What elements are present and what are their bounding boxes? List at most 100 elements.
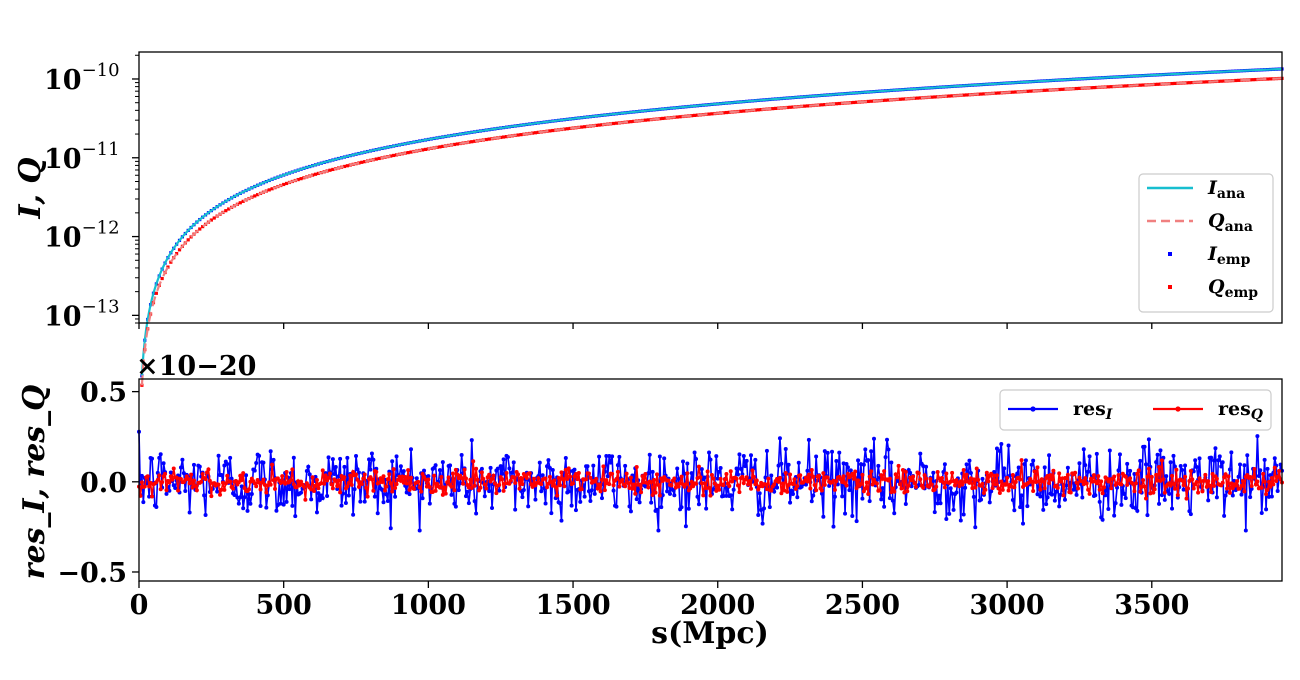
point-res_I — [1211, 458, 1216, 463]
point-res_Q — [905, 489, 910, 494]
point-res_Q — [254, 484, 259, 489]
point-res_I — [245, 508, 250, 513]
point-res_Q — [1227, 490, 1232, 495]
point-res_Q — [330, 486, 335, 491]
point-res_I — [608, 460, 613, 465]
point-res_Q — [520, 482, 525, 487]
point-res_Q — [705, 469, 710, 474]
point-res_I — [1057, 504, 1062, 509]
marker-Q_emp — [530, 131, 535, 135]
point-res_I — [730, 507, 735, 512]
marker-Q_emp — [1074, 86, 1079, 91]
point-res_Q — [996, 486, 1001, 491]
point-res_Q — [856, 478, 861, 483]
point-res_Q — [1003, 482, 1008, 487]
point-res_I — [819, 491, 824, 496]
marker-Q_emp — [328, 168, 332, 172]
point-res_Q — [273, 486, 278, 491]
point-res_I — [856, 458, 861, 463]
marker-Q_emp — [580, 125, 584, 129]
point-res_Q — [560, 477, 565, 482]
point-res_I — [1265, 466, 1270, 471]
point-res_Q — [1272, 465, 1277, 470]
point-res_Q — [1249, 484, 1254, 489]
point-res_I — [414, 476, 419, 481]
point-res_Q — [1200, 489, 1205, 494]
point-res_Q — [1000, 487, 1005, 492]
point-res_I — [1029, 462, 1034, 467]
point-res_Q — [735, 483, 740, 488]
point-res_I — [437, 468, 442, 473]
point-res_I — [299, 490, 304, 495]
point-res_Q — [417, 485, 422, 490]
point-res_Q — [1064, 476, 1069, 481]
point-res_Q — [355, 477, 360, 482]
marker-Q_emp — [154, 291, 158, 295]
point-res_I — [811, 493, 816, 498]
point-res_I — [695, 494, 700, 499]
point-res_Q — [754, 478, 759, 483]
point-res_I — [825, 450, 830, 455]
point-res_I — [686, 506, 691, 511]
point-res_I — [390, 459, 395, 464]
point-res_I — [997, 449, 1002, 454]
point-res_Q — [1255, 479, 1260, 484]
point-res_Q — [620, 477, 625, 482]
point-res_I — [488, 465, 493, 470]
point-res_Q — [989, 471, 994, 476]
point-res_Q — [1262, 479, 1267, 484]
point-res_Q — [990, 486, 995, 491]
marker-Q_emp — [1234, 78, 1238, 83]
point-res_Q — [1261, 471, 1266, 476]
point-res_I — [843, 511, 848, 516]
point-res_Q — [666, 478, 671, 483]
point-res_I — [777, 436, 782, 441]
point-res_I — [578, 499, 583, 504]
point-res_I — [550, 467, 555, 472]
point-res_I — [566, 489, 571, 494]
point-res_Q — [1155, 478, 1160, 483]
point-res_Q — [698, 475, 703, 480]
marker-Q_emp — [632, 119, 636, 123]
marker-Q_emp — [739, 109, 743, 113]
point-res_I — [1230, 493, 1235, 498]
point-res_I — [1132, 471, 1137, 476]
point-res_Q — [1032, 469, 1037, 474]
point-res_I — [617, 454, 622, 459]
point-res_I — [834, 459, 839, 464]
point-res_I — [546, 458, 551, 463]
point-res_Q — [679, 474, 684, 479]
legend-swatch-marker — [1168, 252, 1172, 256]
top-y-tick-label: 10−11 — [44, 139, 120, 175]
point-res_Q — [776, 479, 781, 484]
point-res_Q — [562, 484, 567, 489]
point-res_Q — [193, 483, 198, 488]
point-res_Q — [1068, 490, 1073, 495]
point-res_I — [1012, 508, 1017, 513]
point-res_Q — [469, 485, 474, 490]
point-res_I — [293, 514, 298, 519]
point-res_Q — [974, 466, 979, 471]
point-res_Q — [1207, 483, 1212, 488]
point-res_I — [1107, 448, 1112, 453]
point-res_I — [139, 473, 144, 478]
point-res_Q — [371, 488, 376, 493]
point-res_Q — [558, 483, 563, 488]
point-res_Q — [637, 482, 642, 487]
point-res_I — [694, 457, 699, 462]
point-res_I — [932, 510, 937, 515]
point-res_I — [1164, 474, 1169, 479]
point-res_I — [257, 453, 262, 458]
point-res_Q — [490, 477, 495, 482]
point-res_I — [837, 450, 842, 455]
point-res_I — [183, 489, 188, 494]
point-res_I — [1097, 499, 1102, 504]
point-res_I — [384, 492, 389, 497]
top-legend: Iana Qana Iemp Qemp — [1138, 173, 1274, 313]
point-res_I — [1216, 458, 1221, 463]
point-res_Q — [203, 477, 208, 482]
top-y-axis-label: I, Q — [13, 157, 48, 219]
point-res_Q — [1183, 474, 1188, 479]
marker-Q_emp — [774, 106, 778, 111]
